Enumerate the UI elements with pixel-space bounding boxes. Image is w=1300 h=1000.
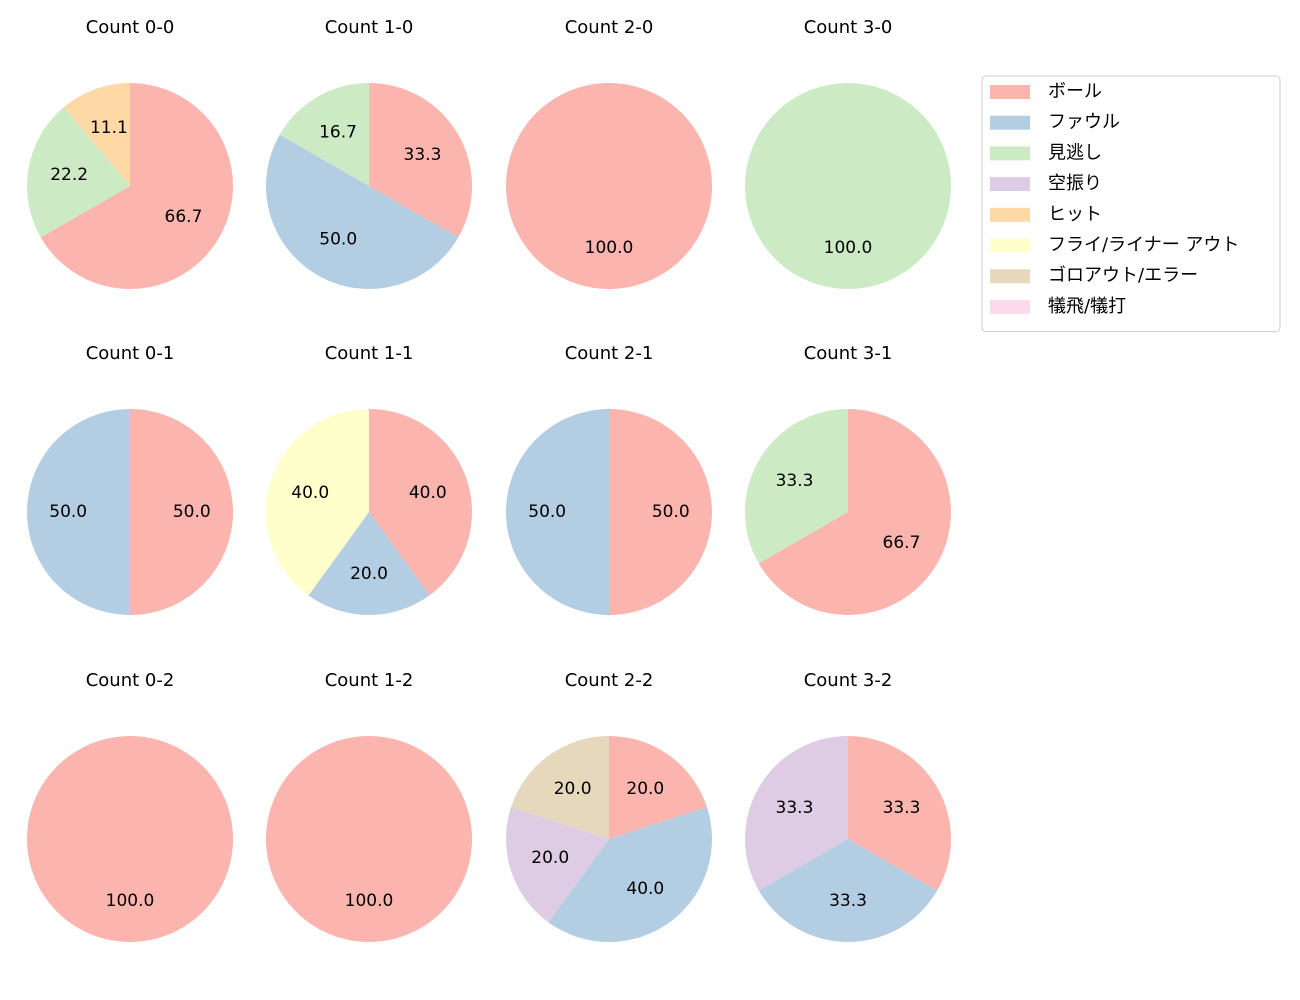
data-label: 50.0 (528, 502, 566, 522)
data-label: 40.0 (626, 879, 664, 899)
legend-swatch (990, 146, 1030, 161)
chart-title: Count 0-0 (86, 17, 175, 38)
legend-swatch (990, 207, 1030, 222)
legend-swatch (990, 269, 1030, 284)
pie-slice (26, 107, 130, 238)
pie-slice (506, 409, 609, 615)
pie-slice (27, 736, 233, 942)
pie-slice (745, 736, 848, 891)
data-label: 50.0 (652, 502, 690, 522)
legend-label: 見逃し (1048, 142, 1102, 163)
pie-slice (27, 409, 130, 615)
data-label: 40.0 (409, 483, 447, 503)
legend-label: フライ/ライナー アウト (1048, 235, 1239, 256)
chart-title: Count 1-2 (325, 670, 414, 691)
chart-title: Count 2-0 (565, 17, 654, 38)
data-label: 50.0 (319, 230, 357, 250)
chart-title: Count 2-2 (565, 670, 654, 691)
data-label: 33.3 (829, 891, 867, 911)
pie-slice (369, 409, 472, 596)
pie-slice (506, 807, 609, 923)
pie-slice (266, 134, 459, 289)
pie-slice (308, 512, 430, 615)
pie-slice (744, 409, 848, 564)
data-label: 33.3 (404, 145, 442, 165)
chart-title: Count 3-2 (804, 670, 893, 691)
pie-slice (130, 409, 233, 615)
chart-title: Count 1-0 (325, 17, 414, 38)
pie-slice (848, 736, 951, 891)
legend-label: ボール (1048, 81, 1102, 102)
data-label: 100.0 (585, 238, 634, 258)
legend-label: 空振り (1048, 173, 1102, 194)
pie-slice (266, 409, 369, 596)
data-label: 40.0 (291, 483, 329, 503)
legend-label: ファウル (1048, 112, 1120, 133)
legend-label: ヒット (1048, 204, 1102, 225)
data-label: 50.0 (49, 502, 87, 522)
pie-slice (279, 83, 369, 186)
pie-slice (63, 83, 130, 186)
data-label: 100.0 (345, 891, 394, 911)
data-label: 50.0 (173, 502, 211, 522)
chart-title: Count 0-1 (86, 343, 175, 364)
chart-title: Count 2-1 (565, 343, 654, 364)
data-label: 20.0 (554, 779, 592, 799)
chart-title: Count 3-0 (804, 17, 893, 38)
pie-slice (511, 736, 609, 839)
legend-swatch (990, 85, 1030, 99)
data-label: 66.7 (165, 207, 203, 227)
data-label: 66.7 (883, 533, 921, 553)
data-label: 100.0 (106, 891, 155, 911)
pie-slice (609, 409, 712, 615)
data-label: 20.0 (626, 779, 664, 799)
pie-slice (758, 839, 938, 942)
data-label: 33.3 (883, 798, 921, 818)
data-label: 100.0 (824, 238, 873, 258)
pie-slice (40, 83, 234, 289)
legend-swatch (990, 115, 1030, 130)
data-label: 20.0 (350, 564, 388, 584)
pie-slice (609, 736, 707, 839)
legend-swatch (990, 238, 1030, 253)
pie-slice (745, 83, 951, 289)
data-label: 22.2 (50, 165, 88, 185)
data-label: 33.3 (776, 471, 814, 491)
legend-label: 犠飛/犠打 (1048, 296, 1126, 317)
legend-label: ゴロアウト/エラー (1048, 265, 1198, 286)
data-label: 20.0 (531, 848, 569, 868)
pie-slice (506, 83, 712, 289)
pie-slice (758, 409, 951, 615)
data-label: 33.3 (776, 798, 814, 818)
chart-title: Count 3-1 (804, 343, 893, 364)
pie-slice (548, 807, 712, 942)
legend-swatch (990, 299, 1030, 314)
legend-swatch (990, 177, 1030, 192)
pie-slice (369, 83, 472, 238)
chart-title: Count 1-1 (325, 343, 414, 364)
pie-slice (266, 736, 472, 942)
chart-title: Count 0-2 (86, 670, 175, 691)
data-label: 11.1 (90, 118, 128, 138)
legend-box (981, 75, 1281, 333)
data-label: 16.7 (319, 123, 357, 143)
